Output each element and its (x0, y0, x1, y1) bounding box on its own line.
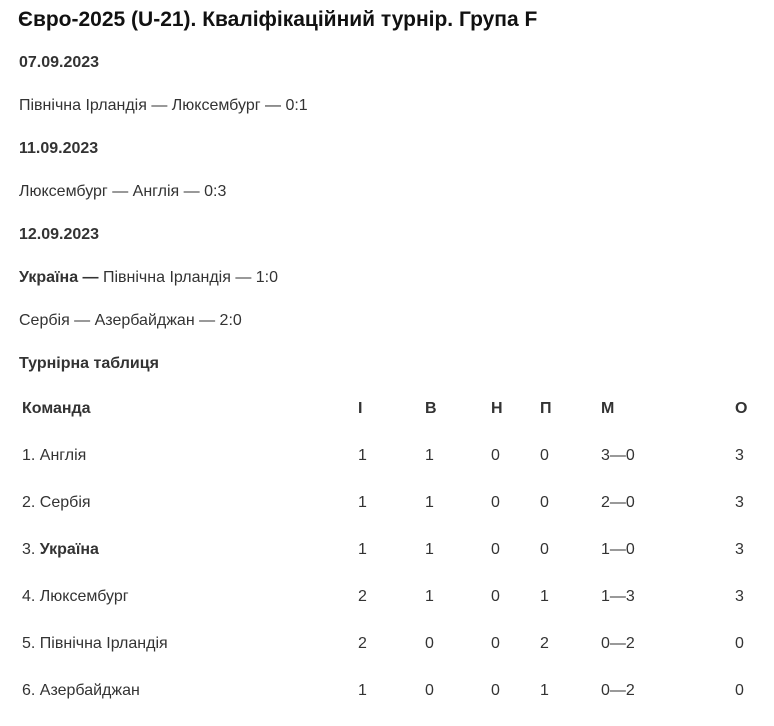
lost-cell: 0 (540, 541, 549, 558)
team-cell: 5. Північна Ірландія (22, 635, 168, 652)
points-cell: 3 (735, 447, 744, 464)
team-cell: 1. Англія (22, 447, 87, 464)
points-cell: 3 (735, 494, 744, 511)
drawn-cell: 0 (491, 682, 500, 699)
goals-cell: 0—2 (601, 635, 635, 652)
table-row: 5. Північна Ірландія 2 0 0 2 0—2 0 (22, 635, 774, 655)
team-cell: 6. Азербайджан (22, 682, 140, 699)
goals-cell: 3—0 (601, 447, 635, 464)
drawn-cell: 0 (491, 447, 500, 464)
won-cell: 0 (425, 682, 434, 699)
won-cell: 1 (425, 588, 434, 605)
goals-cell: 0—2 (601, 682, 635, 699)
table-row: 4. Люксембург 2 1 0 1 1—3 3 (22, 588, 774, 608)
lost-cell: 0 (540, 494, 549, 511)
played-cell: 1 (358, 494, 367, 511)
col-lost: П (540, 400, 552, 417)
played-cell: 2 (358, 635, 367, 652)
drawn-cell: 0 (491, 635, 500, 652)
col-drawn: Н (491, 400, 503, 417)
page-title: Євро-2025 (U-21). Кваліфікаційний турнір… (18, 8, 538, 31)
table-row: 3. Україна 1 1 0 0 1—0 3 (22, 541, 774, 561)
drawn-cell: 0 (491, 588, 500, 605)
goals-cell: 2—0 (601, 494, 635, 511)
points-cell: 0 (735, 682, 744, 699)
col-won: В (425, 400, 437, 417)
team-cell: 2. Сербія (22, 494, 91, 511)
won-cell: 0 (425, 635, 434, 652)
standings-heading: Турнірна таблиця (19, 355, 159, 372)
match-result: Україна — Північна Ірландія — 1:0 (19, 269, 279, 286)
lost-cell: 2 (540, 635, 549, 652)
col-played: І (358, 400, 363, 417)
won-cell: 1 (425, 447, 434, 464)
played-cell: 1 (358, 541, 367, 558)
col-points: О (735, 400, 748, 417)
match-date: 11.09.2023 (19, 140, 99, 157)
lost-cell: 0 (540, 447, 549, 464)
won-cell: 1 (425, 541, 434, 558)
table-header: Команда І В Н П М О (22, 400, 774, 420)
goals-cell: 1—0 (601, 541, 635, 558)
match-result: Сербія — Азербайджан — 2:0 (19, 312, 242, 329)
match-date: 12.09.2023 (19, 226, 100, 243)
lost-cell: 1 (540, 588, 549, 605)
match-result: Люксембург — Англія — 0:3 (19, 183, 227, 200)
table-row: 2. Сербія 1 1 0 0 2—0 3 (22, 494, 774, 514)
match-result: Північна Ірландія — Люксембург — 0:1 (19, 97, 308, 114)
table-row: 1. Англія 1 1 0 0 3—0 3 (22, 447, 774, 467)
col-team: Команда (22, 400, 91, 417)
played-cell: 1 (358, 447, 367, 464)
lost-cell: 1 (540, 682, 549, 699)
points-cell: 3 (735, 541, 744, 558)
won-cell: 1 (425, 494, 434, 511)
match-date: 07.09.2023 (19, 54, 100, 71)
drawn-cell: 0 (491, 494, 500, 511)
points-cell: 3 (735, 588, 744, 605)
drawn-cell: 0 (491, 541, 500, 558)
points-cell: 0 (735, 635, 744, 652)
team-cell: 3. Україна (22, 541, 99, 558)
table-row: 6. Азербайджан 1 0 0 1 0—2 0 (22, 682, 774, 702)
team-cell: 4. Люксембург (22, 588, 129, 605)
col-goals: М (601, 400, 615, 417)
goals-cell: 1—3 (601, 588, 635, 605)
played-cell: 1 (358, 682, 367, 699)
played-cell: 2 (358, 588, 367, 605)
